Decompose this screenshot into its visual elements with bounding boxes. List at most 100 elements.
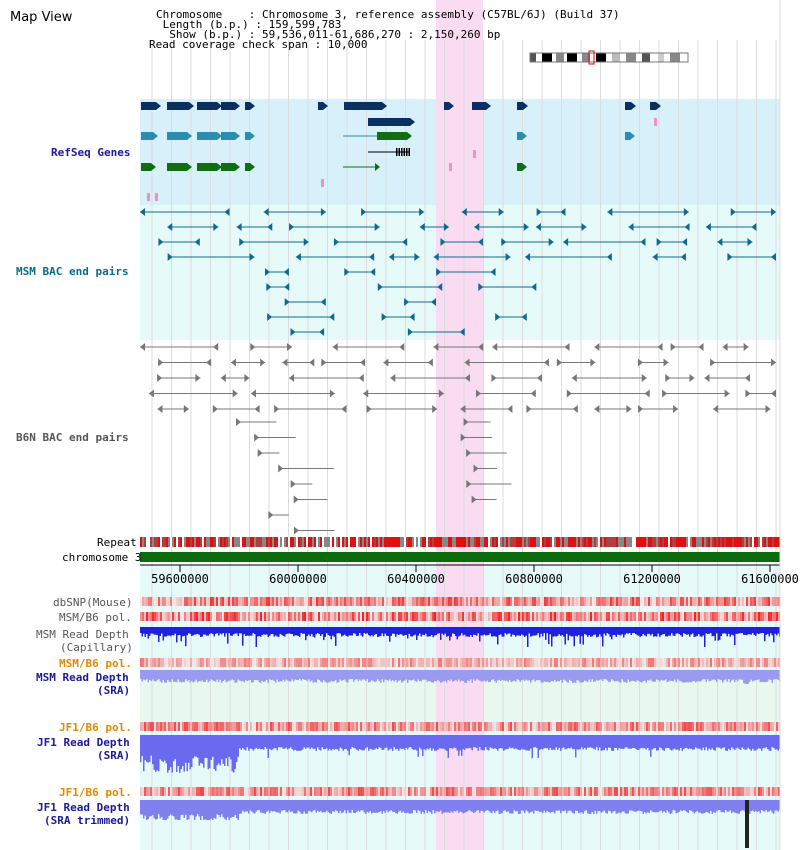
jf1-b6-pol-cell (656, 722, 658, 731)
jf1-sra-depth-bar (647, 735, 649, 748)
msm-b6-pol-cell (262, 612, 264, 621)
msm-b6-pol-cell (518, 658, 520, 667)
jf1-b6-pol-cell (372, 787, 374, 796)
msm-b6-pol-cell (656, 612, 658, 621)
msm-b6-pol-cell (704, 658, 706, 667)
dbsnp-cell (274, 597, 276, 606)
dbsnp-cell (432, 597, 434, 606)
repeat-element (584, 537, 586, 547)
repeat-element (344, 537, 346, 547)
msm-b6-pol-cell (652, 658, 654, 667)
msm-sra-depth-bar (666, 670, 668, 683)
repeat-element (386, 537, 388, 547)
dbsnp-cell (222, 597, 224, 606)
msm-b6-pol-cell (488, 658, 490, 667)
msm-b6-pol-cell (762, 658, 764, 667)
jf1-b6-pol-cell (186, 787, 188, 796)
msm-bac-end (267, 223, 273, 231)
msm-b6-pol-cell (590, 658, 592, 667)
msm-capillary-depth-bar (596, 627, 598, 638)
jf1-trim-depth-bar (221, 800, 223, 815)
msm-capillary-depth-bar (333, 627, 335, 637)
jf1-trim-depth-bar (144, 800, 146, 816)
jf1-trim-depth-bar (560, 800, 562, 814)
msm-sra-depth-bar (537, 670, 539, 681)
jf1-b6-pol-cell (194, 787, 196, 796)
dbsnp-cell (390, 597, 392, 606)
jf1-b6-pol-cell (410, 787, 412, 796)
jf1-b6-pol-cell (720, 787, 722, 796)
ideogram-band (642, 53, 650, 62)
ideogram-band (612, 53, 620, 62)
msm-sra-depth-bar (465, 670, 467, 683)
jf1-trim-depth-bar (434, 800, 436, 814)
msm-capillary-depth-bar (459, 627, 461, 636)
msm-sra-depth-bar (567, 670, 569, 683)
jf1-b6-pol-cell (518, 787, 520, 796)
jf1-b6-pol-cell (728, 722, 730, 731)
jf1-b6-pol-cell (628, 722, 630, 731)
jf1-trim-depth-bar (213, 800, 215, 819)
dbsnp-cell (620, 597, 622, 606)
jf1-b6-pol-cell (366, 722, 368, 731)
gene-arrow (656, 102, 661, 110)
msm-b6-pol-cell (218, 612, 220, 621)
jf1-sra-depth-bar (443, 735, 445, 749)
msm-b6-pol-cell (444, 612, 446, 621)
b6n-bac-end (662, 389, 668, 398)
msm-b6-pol-cell (732, 612, 734, 621)
msm-b6-pol-cell (358, 612, 360, 621)
msm-bac-end (236, 223, 242, 231)
dbsnp-cell (482, 597, 484, 606)
msm-b6-pol-cell (258, 658, 260, 667)
jf1-b6-pol-cell (214, 787, 216, 796)
jf1-b6-pol-cell (446, 722, 448, 731)
msm-capillary-depth-bar (141, 627, 143, 637)
msm-sra-depth-bar (621, 670, 623, 680)
jf1-sra-depth-bar (525, 735, 527, 751)
msm-sra-depth-bar (231, 670, 233, 680)
msm-b6-pol-cell (374, 612, 376, 621)
jf1-sra-depth-bar (491, 735, 493, 748)
msm-capillary-depth-bar (437, 627, 439, 634)
msm-capillary-depth-bar (432, 627, 434, 638)
jf1-b6-pol-cell (610, 787, 612, 796)
msm-capillary-depth-bar (528, 627, 530, 634)
msm-sra-depth-bar (278, 670, 280, 683)
jf1-b6-pol-cell (674, 787, 676, 796)
msm-capillary-depth-bar (153, 627, 155, 635)
dbsnp-cell (332, 597, 334, 606)
msm-capillary-depth-bar (711, 627, 713, 637)
jf1-sra-depth-bar (773, 735, 775, 748)
jf1-b6-pol-cell (456, 722, 458, 731)
repeat-element (484, 537, 486, 547)
msm-b6-pol-cell (400, 612, 402, 621)
jf1-b6-pol-cell (534, 787, 536, 796)
jf1-sra-depth-bar (176, 735, 178, 772)
pseudo-gene (473, 150, 476, 158)
msm-capillary-depth-bar (473, 627, 475, 635)
jf1-b6-pol-cell (472, 722, 474, 731)
msm-b6-pol-cell (476, 612, 478, 621)
msm-capillary-depth-bar (648, 627, 650, 634)
dbsnp-cell (686, 597, 688, 606)
msm-sra-depth-bar (713, 670, 715, 680)
b6n-bac-end (771, 358, 776, 367)
msm-b6-pol-cell (694, 658, 696, 667)
msm-b6-pol-cell (162, 658, 164, 667)
msm-sra-depth-bar (236, 670, 238, 683)
jf1-b6-pol-cell (264, 787, 266, 796)
repeat-element (664, 537, 666, 547)
msm-sra-depth-bar (146, 670, 148, 680)
repeat-element (388, 537, 390, 547)
msm-capillary-depth-bar (465, 627, 467, 637)
msm-b6-pol-cell (482, 612, 484, 621)
jf1-b6-pol-cell (374, 787, 376, 796)
jf1-b6-pol-cell (550, 787, 552, 796)
jf1-sra-depth-bar (770, 735, 772, 751)
msm-sra-depth-bar (719, 670, 721, 680)
dbsnp-cell (212, 597, 214, 606)
jf1-b6-pol-cell (526, 722, 528, 731)
msm-b6-pol-cell (714, 612, 716, 621)
